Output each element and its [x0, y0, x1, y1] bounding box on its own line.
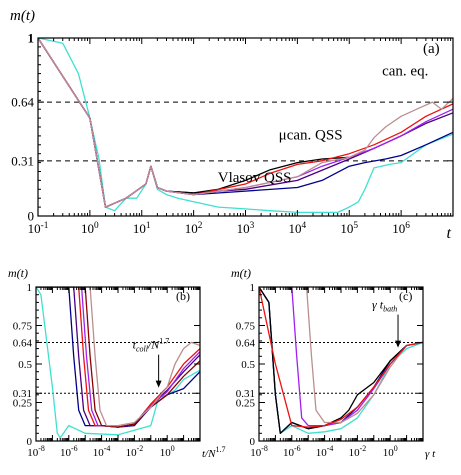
series-line — [259, 287, 423, 424]
x-tick-label: 10-1 — [28, 221, 49, 236]
y-tick-label: 0 — [28, 209, 35, 224]
series-line — [36, 287, 200, 428]
y-tick-label: 0.31 — [13, 388, 32, 400]
y-tick-label: 0 — [250, 436, 256, 448]
series-line — [36, 287, 200, 427]
x-tick-label: 106 — [392, 221, 410, 236]
series-line — [38, 38, 453, 208]
y-tick-label: 1 — [28, 31, 35, 46]
series-line — [259, 287, 423, 434]
x-tick-label: 100 — [81, 221, 99, 236]
x-tick-label: 10-8 — [250, 444, 268, 459]
series-line — [36, 287, 200, 428]
y-tick-label: 0.25 — [13, 397, 33, 409]
panel-label: (c) — [399, 289, 412, 303]
series-line — [36, 287, 200, 428]
x-axis-label: t/N1.7 — [202, 445, 225, 460]
x-tick-label: 10-4 — [93, 444, 111, 459]
x-tick-label: 100 — [160, 444, 175, 459]
y-tick-label: 0.5 — [18, 359, 32, 371]
y-tick-label: 0.75 — [13, 320, 33, 332]
x-tick-label: 104 — [289, 221, 307, 236]
y-tick-label: 0.64 — [11, 95, 34, 110]
series-annotation: can. eq. — [382, 63, 428, 79]
x-tick-label: 10-8 — [27, 444, 45, 459]
y-tick-label: 0.31 — [11, 153, 34, 168]
x-tick-label: 10-2 — [349, 444, 367, 459]
y-axis-label: m(t) — [10, 8, 35, 24]
series-line — [259, 287, 423, 434]
annotation-arrowhead — [395, 340, 402, 348]
series-line — [259, 287, 423, 434]
y-axis-label: m(t) — [8, 266, 28, 280]
x-tick-label: 103 — [237, 221, 255, 236]
y-tick-label: 1 — [250, 282, 256, 294]
x-tick-label: 10-6 — [283, 444, 301, 459]
y-tick-label: 1 — [27, 282, 33, 294]
arrow-annotation: γ tbath — [372, 298, 397, 314]
x-axis-label: t — [447, 225, 452, 242]
annotation-arrowhead — [155, 380, 162, 388]
panel-0: 10-1 100 101 102 103 104 105 106 0 0.31 0.64 1 m(t) (… — [10, 8, 454, 242]
series-annotation: μcan. QSS — [279, 127, 343, 143]
y-tick-label: 0.5 — [241, 359, 255, 371]
series-line — [259, 287, 423, 428]
series-line — [36, 287, 200, 439]
y-tick-label: 0.64 — [236, 337, 256, 349]
x-tick-label: 105 — [340, 221, 358, 236]
x-tick-label: 102 — [185, 221, 203, 236]
y-tick-label: 0.75 — [236, 320, 256, 332]
arrow-annotation: tcoll/N1.7 — [133, 337, 170, 354]
panel-1: 10-8 10-6 10-4 10-2 100 0 0.250.31 0.5 0.64 0.75 1… — [8, 266, 225, 460]
y-tick-label: 0 — [27, 436, 33, 448]
series-annotation: Vlasov QSS — [218, 170, 292, 186]
panel-label: (b) — [176, 289, 190, 303]
x-tick-label: 10-2 — [126, 444, 144, 459]
y-tick-label: 0.25 — [236, 397, 256, 409]
y-tick-label: 0.31 — [236, 388, 255, 400]
panel-2: 10-8 10-6 10-4 10-2 100 0 0.250.31 0.5 0.64 0.75 1… — [231, 266, 436, 460]
x-tick-label: 100 — [383, 444, 398, 459]
x-tick-label: 101 — [133, 221, 151, 236]
series-line — [36, 287, 200, 428]
panel-label: (a) — [423, 41, 440, 57]
series-line — [36, 287, 200, 428]
y-axis-label: m(t) — [231, 266, 251, 280]
y-tick-label: 0.64 — [13, 337, 33, 349]
x-axis-label: γ t — [425, 448, 436, 460]
x-tick-label: 10-6 — [60, 444, 78, 459]
x-tick-label: 10-4 — [316, 444, 334, 459]
series-line — [38, 38, 350, 208]
